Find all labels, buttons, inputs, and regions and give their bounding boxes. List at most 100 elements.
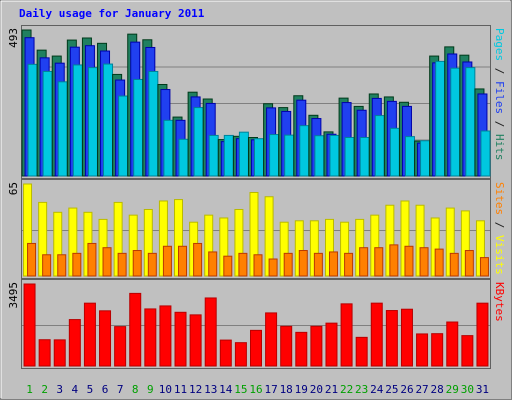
x-tick-label: 15 xyxy=(234,383,247,396)
panel-top: 493 Pages / Files / Hits xyxy=(7,25,506,179)
bar-pages-day-30 xyxy=(465,67,476,177)
bar-sites-day-30 xyxy=(464,250,474,277)
series-legend-middle: Sites / Visits xyxy=(493,182,506,275)
x-tick-label: 31 xyxy=(476,383,489,396)
series-legend-top: Pages / Files / Hits xyxy=(493,28,506,161)
x-tick-label: 23 xyxy=(355,383,368,396)
y-max-label: 3495 xyxy=(7,282,20,309)
legend-entry: Sites xyxy=(493,182,506,215)
bar-kbytes-day-11 xyxy=(174,311,187,367)
bar-pages-day-20 xyxy=(314,135,325,177)
bar-kbytes-day-7 xyxy=(114,326,127,367)
bar-sites-day-21 xyxy=(328,251,338,277)
bar-pages-day-16 xyxy=(254,138,264,177)
bar-sites-day-18 xyxy=(283,252,293,277)
bar-kbytes-day-13 xyxy=(204,297,217,367)
bar-sites-day-9 xyxy=(147,252,157,277)
panel-bottom: 3495 KBytes xyxy=(7,279,506,369)
x-tick-label: 28 xyxy=(431,383,444,396)
bar-sites-day-24 xyxy=(374,247,384,277)
x-tick-label: 1 xyxy=(26,383,33,396)
x-tick-label: 22 xyxy=(340,383,353,396)
x-tick-label: 8 xyxy=(132,383,139,396)
bar-kbytes-day-3 xyxy=(53,339,66,367)
bar-kbytes-day-31 xyxy=(476,302,489,367)
bar-sites-day-27 xyxy=(419,247,429,277)
legend-entry: Visits xyxy=(493,235,506,275)
bar-pages-day-1 xyxy=(27,63,38,177)
bar-pages-day-27 xyxy=(420,140,431,177)
x-tick-label: 18 xyxy=(280,383,293,396)
bar-pages-day-8 xyxy=(133,78,144,177)
bar-kbytes-day-9 xyxy=(144,308,157,367)
bar-kbytes-day-18 xyxy=(280,325,293,367)
bar-kbytes-day-17 xyxy=(265,312,278,367)
bar-sites-day-2 xyxy=(42,254,52,277)
x-tick-label: 3 xyxy=(56,383,63,396)
bar-pages-day-4 xyxy=(72,64,83,177)
bar-pages-day-22 xyxy=(344,137,355,177)
bar-sites-day-13 xyxy=(208,251,218,277)
bar-pages-day-26 xyxy=(404,136,415,177)
bar-pages-day-31 xyxy=(480,130,491,177)
bar-kbytes-day-29 xyxy=(446,321,459,367)
bar-sites-day-22 xyxy=(344,252,354,277)
bar-sites-day-14 xyxy=(223,255,233,277)
x-tick-label: 29 xyxy=(446,383,459,396)
legend-entry: Files xyxy=(493,81,506,114)
y-max-label: 493 xyxy=(7,28,20,48)
bar-pages-day-9 xyxy=(148,70,159,177)
bar-pages-day-17 xyxy=(269,134,280,177)
chart-panels: 493 Pages / Files / Hits 65 Sites / Visits 3… xyxy=(7,25,506,369)
x-tick-label: 4 xyxy=(72,383,79,396)
bar-sites-day-4 xyxy=(72,252,82,277)
bar-sites-day-16 xyxy=(253,254,263,277)
x-tick-label: 27 xyxy=(415,383,428,396)
legend-entry: / xyxy=(493,61,506,81)
bar-kbytes-day-19 xyxy=(295,331,308,367)
x-tick-label: 13 xyxy=(204,383,217,396)
bar-kbytes-day-20 xyxy=(310,325,323,367)
bar-kbytes-day-12 xyxy=(189,314,202,367)
bar-pages-day-19 xyxy=(299,125,310,177)
x-tick-label: 2 xyxy=(41,383,48,396)
bar-kbytes-day-22 xyxy=(340,303,353,367)
panel-middle: 65 Sites / Visits xyxy=(7,179,506,279)
x-tick-label: 24 xyxy=(370,383,384,396)
bar-pages-day-21 xyxy=(329,134,340,177)
bar-sites-day-1 xyxy=(27,242,37,277)
x-tick-label: 17 xyxy=(264,383,277,396)
bar-sites-day-5 xyxy=(87,242,97,277)
bar-sites-day-3 xyxy=(57,254,67,277)
bar-pages-day-2 xyxy=(42,70,53,177)
x-tick-label: 7 xyxy=(117,383,124,396)
x-tick-label: 19 xyxy=(295,383,308,396)
bar-pages-day-5 xyxy=(87,67,98,177)
bar-kbytes-day-10 xyxy=(159,305,172,367)
bar-kbytes-day-21 xyxy=(325,322,338,367)
legend-entry: / xyxy=(493,114,506,134)
bar-kbytes-day-4 xyxy=(68,319,81,367)
bar-sites-day-26 xyxy=(404,245,414,277)
x-tick-label: 16 xyxy=(249,383,262,396)
x-axis-tick-labels: 1 2 3 4 5 6 7 8 9 10 11 12 13 14 15 16 17 18 19 20 21 22 23 24 2… xyxy=(26,383,489,396)
bar-pages-day-29 xyxy=(450,67,461,177)
bar-kbytes-day-26 xyxy=(400,308,413,367)
bar-sites-day-25 xyxy=(389,244,399,277)
x-tick-label: 14 xyxy=(219,383,233,396)
bar-sites-day-15 xyxy=(238,252,248,277)
bar-sites-day-8 xyxy=(132,250,142,277)
legend-entry: / xyxy=(493,215,506,235)
legend-entry: Hits xyxy=(493,134,506,161)
x-tick-label: 5 xyxy=(87,383,94,396)
bar-sites-day-23 xyxy=(359,247,369,277)
bar-pages-day-11 xyxy=(178,138,189,177)
bar-pages-day-10 xyxy=(163,119,174,177)
x-tick-label: 6 xyxy=(102,383,109,396)
bar-sites-day-10 xyxy=(162,245,172,277)
x-tick-label: 26 xyxy=(400,383,413,396)
bar-kbytes-day-30 xyxy=(461,335,474,367)
bar-kbytes-day-15 xyxy=(234,342,247,367)
bar-pages-day-14 xyxy=(223,134,234,177)
bar-sites-day-20 xyxy=(313,252,323,277)
